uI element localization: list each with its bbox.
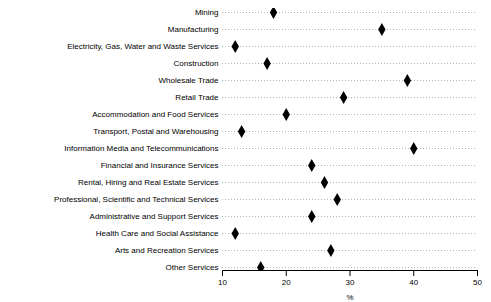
svg-text:Retail Trade: Retail Trade bbox=[175, 93, 219, 102]
svg-text:Other Services: Other Services bbox=[166, 263, 219, 272]
svg-text:Transport, Postal and Warehous: Transport, Postal and Warehousing bbox=[93, 127, 218, 136]
svg-text:Rental, Hiring and Real Estate: Rental, Hiring and Real Estate Services bbox=[78, 178, 219, 187]
svg-text:Financial and Insurance Servic: Financial and Insurance Services bbox=[101, 161, 219, 170]
svg-text:Electricity, Gas, Water and Wa: Electricity, Gas, Water and Waste Servic… bbox=[67, 42, 218, 51]
svg-text:Information Media and Telecomm: Information Media and Telecommunications bbox=[64, 144, 218, 153]
svg-text:40: 40 bbox=[409, 278, 418, 287]
svg-text:Arts and Recreation Services: Arts and Recreation Services bbox=[115, 246, 219, 255]
svg-text:Construction: Construction bbox=[174, 59, 219, 68]
svg-text:10: 10 bbox=[218, 278, 227, 287]
svg-text:%: % bbox=[346, 293, 353, 302]
svg-text:Professional, Scientific and T: Professional, Scientific and Technical S… bbox=[54, 195, 218, 204]
svg-text:20: 20 bbox=[282, 278, 291, 287]
svg-text:Manufacturing: Manufacturing bbox=[168, 25, 219, 34]
svg-text:Wholesale Trade: Wholesale Trade bbox=[158, 76, 219, 85]
svg-text:Mining: Mining bbox=[195, 8, 219, 17]
svg-text:50: 50 bbox=[473, 278, 482, 287]
svg-text:Accommodation and Food Service: Accommodation and Food Services bbox=[92, 110, 218, 119]
svg-text:Administrative and Support Ser: Administrative and Support Services bbox=[90, 212, 219, 221]
svg-text:30: 30 bbox=[346, 278, 355, 287]
svg-text:Health Care and Social Assista: Health Care and Social Assistance bbox=[96, 229, 219, 238]
